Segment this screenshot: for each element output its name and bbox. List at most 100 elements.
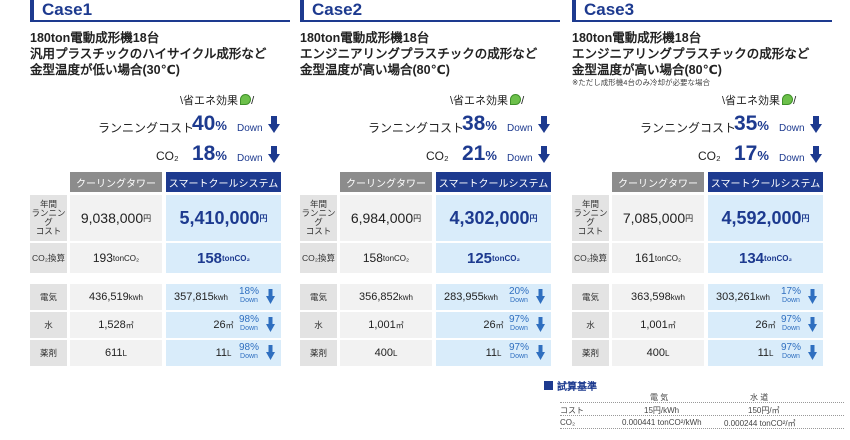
metric-percent: 21% (462, 142, 497, 166)
value: 9,038,000 (80, 210, 144, 226)
reduction-pct: 18% (239, 286, 260, 297)
water-reduction: 97% Down (781, 315, 801, 333)
calc-row-label: コスト (560, 406, 584, 415)
value: 158 (196, 249, 223, 267)
elec-reduction: 20% Down (509, 287, 529, 305)
unit: 円 (801, 213, 810, 223)
arrow-down-icon (268, 146, 280, 163)
water-reduction: 98% Down (239, 315, 259, 333)
chem-reduction: 97% Down (781, 343, 801, 361)
percent-symbol: % (215, 118, 227, 133)
value: 26 (755, 319, 768, 331)
value: 400 (646, 347, 665, 359)
metric-percent: 35% (734, 112, 769, 136)
reduction-pct: 97% (509, 314, 530, 325)
value: 4,302,000 (449, 207, 530, 228)
metric-label: CO₂ (156, 149, 179, 163)
row-label-line: 年間 (581, 199, 599, 209)
case-panel-3: Case3 180ton電動成形機18台 エンジニアリングプラスチックの成形など… (572, 0, 832, 366)
down-label: Down (510, 353, 528, 360)
unit: L (664, 348, 670, 358)
unit: 円 (685, 213, 694, 223)
reduction-pct: 20% (509, 286, 530, 297)
unit: L (226, 348, 232, 358)
calc-cell: 0.000441 tonCO²/kWh (622, 418, 702, 427)
unit: ㎥ (395, 320, 404, 330)
down-label: Down (237, 123, 263, 134)
elec-tower: 436,519 kwh (70, 284, 162, 310)
elec-smart: 303,261 kwh (708, 284, 823, 310)
arrow-down-icon (808, 345, 817, 360)
case-title: Case3 (584, 0, 635, 19)
value: 11 (485, 347, 497, 359)
calc-cell: 15円/kWh (644, 406, 680, 415)
col-head-cooling-tower: クーリングタワー (612, 172, 704, 192)
percent-symbol: % (215, 148, 227, 163)
co2-smart: 134 tonCO₂ (708, 243, 823, 273)
eco-text: \省エネ効果 (722, 95, 781, 107)
row-label-line: コスト (35, 226, 62, 236)
running-cost-metric: ランニングコスト 38% Down (300, 110, 560, 140)
row-label-co2: CO₂換算 (30, 243, 67, 273)
chem-reduction: 97% Down (509, 343, 529, 361)
row-label-chemicals: 薬剤 (300, 340, 337, 366)
arrow-down-icon (266, 317, 275, 332)
unit: tonCO₂ (764, 253, 793, 263)
value: 1,001 (368, 319, 396, 331)
row-label-electricity: 電気 (30, 284, 67, 310)
desc-line: 180ton電動成形機18台 (572, 31, 702, 45)
case-panel-2: Case2 180ton電動成形機18台 エンジニアリングプラスチックの成形など… (300, 0, 560, 366)
row-label-electricity: 電気 (300, 284, 337, 310)
unit: 円 (413, 213, 422, 223)
unit: ㎥ (495, 320, 504, 330)
row-label-electricity: 電気 (572, 284, 609, 310)
reduction-pct: 97% (509, 342, 530, 353)
eco-end: / (521, 95, 525, 107)
desc-line: 金型温度が高い場合(80℃) (300, 63, 450, 77)
water-tower: 1,528 ㎥ (70, 312, 162, 338)
leaf-icon (782, 94, 794, 105)
down-label: Down (782, 353, 800, 360)
metric-label: CO₂ (698, 149, 721, 163)
row-label-annual-cost: 年間 ランニング コスト (300, 195, 337, 241)
value: 357,815 (174, 291, 214, 303)
calc-cell: 0.000244 tonCO²/㎥ (724, 419, 796, 428)
metric-label: ランニングコスト (640, 121, 737, 135)
elec-tower: 356,852 kwh (340, 284, 432, 310)
water-tower: 1,001 ㎥ (340, 312, 432, 338)
unit: tonCO₂ (222, 253, 251, 263)
unit: 円 (259, 213, 268, 223)
unit: L (392, 348, 398, 358)
percent-symbol: % (485, 118, 497, 133)
percent-symbol: % (757, 118, 769, 133)
col-head-smart-cool: スマートクールシステム (708, 172, 823, 192)
chem-smart: 11 L (436, 340, 551, 366)
value: 7,085,000 (622, 210, 686, 226)
eco-text: \省エネ効果 (180, 95, 239, 107)
percent-value: 21 (462, 142, 486, 165)
case-description: 180ton電動成形機18台 エンジニアリングプラスチックの成形など 金型温度が… (572, 30, 832, 87)
metric-label: ランニングコスト (98, 121, 195, 135)
chem-tower: 400 L (612, 340, 704, 366)
elec-reduction: 17% Down (781, 287, 801, 305)
value: 363,598 (631, 291, 671, 303)
desc-line: エンジニアリングプラスチックの成形など (572, 47, 810, 61)
unit: 円 (143, 213, 152, 223)
calc-table: 電 気 水 道 コスト 15円/kWh 150円/㎥ CO₂ 0.000441 … (560, 390, 844, 429)
row-label-line: ランニング (31, 208, 66, 227)
col-head-smart-cool: スマートクールシステム (166, 172, 281, 192)
case-title: Case1 (42, 0, 93, 19)
calc-title: 試算基準 (544, 378, 844, 393)
unit: kwh (755, 292, 770, 302)
annual-cost-tower: 9,038,000 円 (70, 195, 162, 241)
row-label-line: 年間 (309, 199, 327, 209)
unit: 円 (529, 213, 538, 223)
arrow-down-icon (536, 345, 545, 360)
value: 125 (466, 249, 493, 267)
water-smart: 26 ㎥ (166, 312, 281, 338)
water-tower: 1,001 ㎥ (612, 312, 704, 338)
calc-header-row: 電 気 水 道 (560, 390, 844, 403)
calc-col-elec: 電 気 (650, 393, 669, 402)
row-label-co2: CO₂換算 (572, 243, 609, 273)
down-label: Down (782, 325, 800, 332)
